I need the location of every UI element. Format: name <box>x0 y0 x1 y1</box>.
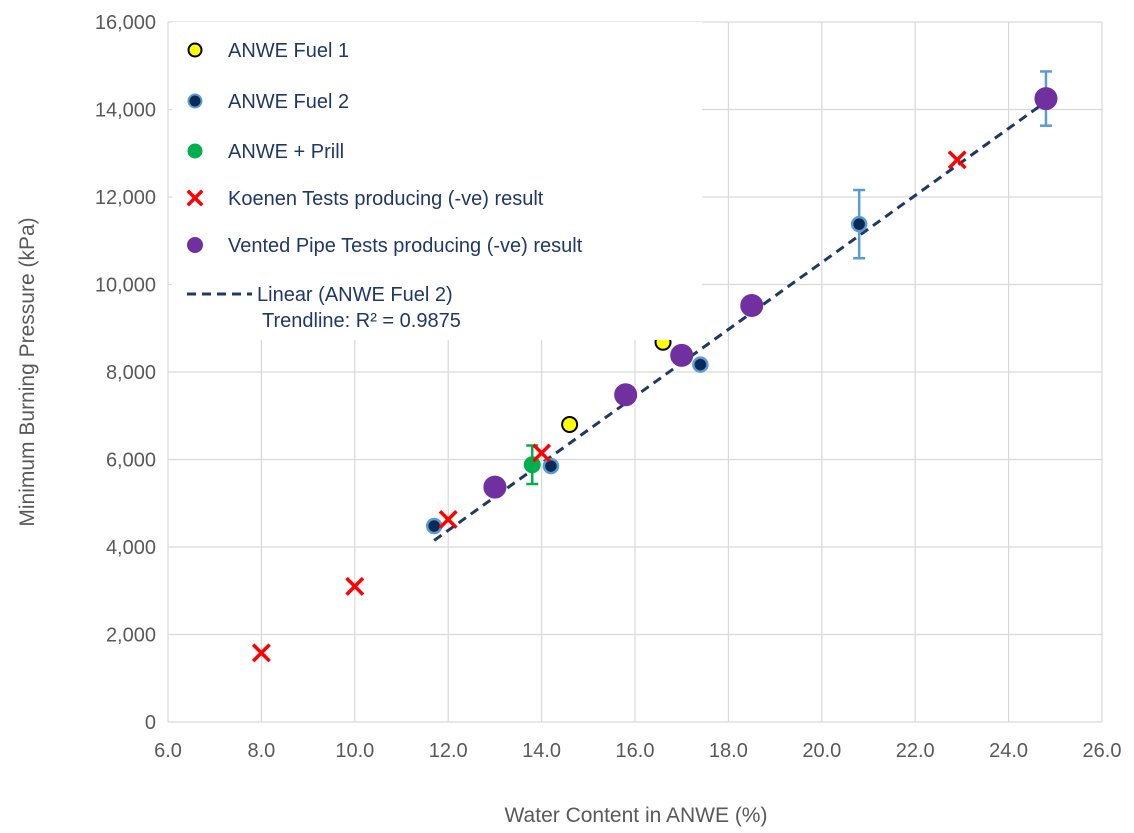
legend-label: Koenen Tests producing (-ve) result <box>228 188 544 210</box>
legend-label: ANWE + Prill <box>228 141 344 163</box>
x-tick-label: 18.0 <box>709 740 748 762</box>
legend-symbol <box>187 237 203 253</box>
markers <box>251 70 1058 663</box>
y-axis-title: Minimum Burning Pressure (kPa) <box>16 217 39 526</box>
koenen-point <box>251 643 271 663</box>
trendline-annotation: Trendline: R² = 0.9875 <box>262 310 461 332</box>
y-tick-label: 12,000 <box>95 187 156 209</box>
vented-pipe-point <box>1034 87 1058 111</box>
x-tick-label: 26.0 <box>1083 740 1122 762</box>
legend-prill: ANWE + Prill <box>187 141 344 163</box>
vented-pipe-point <box>483 475 507 499</box>
y-tick-label: 10,000 <box>95 275 156 297</box>
fuel2-point <box>542 457 560 475</box>
x-tick-label: 8.0 <box>247 740 275 762</box>
legend-fuel2: ANWE Fuel 2 <box>187 91 349 113</box>
vented-pipe-point <box>670 343 694 367</box>
legend-fuel1: ANWE Fuel 1 <box>187 40 349 62</box>
y-tick-label: 14,000 <box>95 100 156 122</box>
y-tick-label: 4,000 <box>106 537 156 559</box>
fuel2-point <box>692 356 709 373</box>
y-tick-label: 6,000 <box>106 450 156 472</box>
x-stroke <box>251 643 271 663</box>
legend-symbol <box>187 143 203 159</box>
legend-symbol <box>187 93 203 109</box>
koenen-point <box>345 576 365 596</box>
koenen-point <box>947 150 967 170</box>
vented-pipe-point <box>740 294 764 317</box>
x-tick-label: 14.0 <box>522 740 561 762</box>
x-stroke <box>438 509 458 529</box>
x-tick-label: 22.0 <box>896 740 935 762</box>
koenen-point <box>438 509 458 529</box>
legend-symbol <box>187 42 203 58</box>
legend-label: Vented Pipe Tests producing (-ve) result <box>228 235 583 257</box>
legend-label: ANWE Fuel 2 <box>228 91 349 113</box>
y-tick-label: 2,000 <box>106 625 156 647</box>
legend-label: ANWE Fuel 1 <box>228 40 349 62</box>
x-stroke <box>532 443 552 463</box>
y-tick-label: 8,000 <box>106 362 156 384</box>
x-tick-label: 12.0 <box>429 740 468 762</box>
legend: ANWE Fuel 1 ANWE Fuel 2 ANWE + Prill Koenen… <box>186 40 583 332</box>
fuel2-point <box>425 517 443 535</box>
y-tick-label: 16,000 <box>95 12 156 34</box>
x-stroke <box>345 576 365 596</box>
legend-label: Linear (ANWE Fuel 2) <box>257 284 453 306</box>
x-tick-label: 24.0 <box>989 740 1028 762</box>
x-tick-label: 6.0 <box>154 740 182 762</box>
legend-koenen: Koenen Tests producing (-ve) result <box>186 188 544 210</box>
koenen-point <box>532 443 552 463</box>
legend-trendline: Linear (ANWE Fuel 2) Trendline: R² = 0.98… <box>187 284 461 332</box>
y-tick-label: 0 <box>145 712 156 734</box>
fuel1-point <box>561 416 579 433</box>
legend-background <box>172 22 702 340</box>
x-stroke <box>186 189 204 207</box>
x-stroke <box>947 150 967 170</box>
axes: 6.0 8.0 10.0 12.0 14.0 16.0 18.0 20.0 22.0 24.0 26… <box>95 12 1122 762</box>
fuel2-point <box>850 215 868 233</box>
x-axis-title: Water Content in ANWE (%) <box>505 804 768 827</box>
x-tick-label: 16.0 <box>616 740 655 762</box>
x-tick-label: 10.0 <box>335 740 374 762</box>
x-tick-label: 20.0 <box>802 740 841 762</box>
legend-vented-pipe: Vented Pipe Tests producing (-ve) result <box>187 235 583 257</box>
vented-pipe-point <box>614 383 638 407</box>
legend-symbol <box>186 189 204 207</box>
